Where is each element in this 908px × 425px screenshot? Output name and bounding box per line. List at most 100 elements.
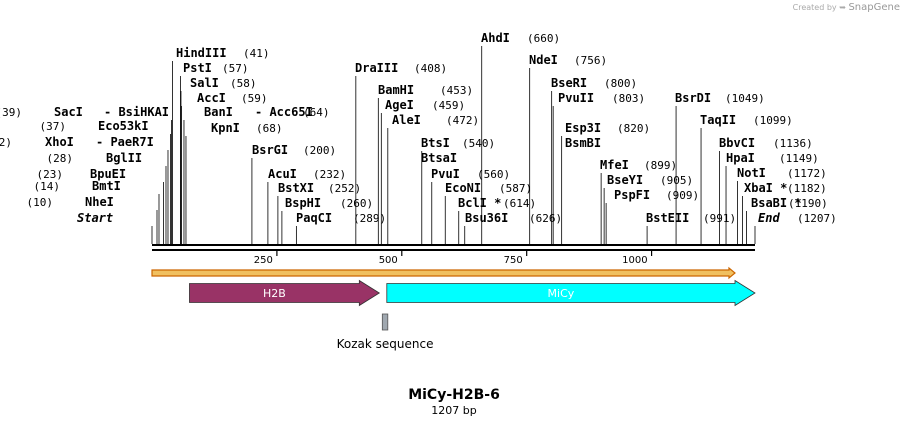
misc-kozak-sequence-box[interactable] <box>381 313 389 331</box>
orf-track <box>151 266 736 280</box>
site-pos-noti: (1172) <box>787 167 827 180</box>
site-label-bcli[interactable]: BclI * <box>458 196 501 210</box>
site-label-noti[interactable]: NotI <box>737 166 766 180</box>
tick-label-1000: 1000 <box>622 255 647 266</box>
site-label-xhoi[interactable]: XhoI <box>45 135 74 149</box>
site-pos-hpai: (1149) <box>779 152 819 165</box>
site-pos-btsi: (540) <box>462 137 495 150</box>
site-label-econi[interactable]: EcoNI <box>445 181 481 195</box>
site-label-draiii[interactable]: DraIII <box>355 61 398 75</box>
watermark: Created by ➥ SnapGene <box>793 2 900 13</box>
tick-label-750: 750 <box>504 255 523 266</box>
site-label-hindiii[interactable]: HindIII <box>176 46 227 60</box>
watermark-prefix: Created by <box>792 3 837 12</box>
site-label-paqci[interactable]: PaqCI <box>296 211 332 225</box>
misc-kozak-sequence-label: Kozak sequence <box>337 337 434 351</box>
site-label-saci[interactable]: SacI <box>54 105 83 119</box>
site-labels: Start NheI (10) BmtI (14) BpuEI (23) BglII (28) X… <box>0 31 837 225</box>
backbone-top-line <box>152 244 755 246</box>
site-pos-saci: (39) <box>0 106 22 119</box>
site-label-alei[interactable]: AleI <box>392 113 421 127</box>
site-label-bsmbi[interactable]: BsmBI <box>565 136 601 150</box>
site-label-bsabi[interactable]: BsaBI * <box>751 196 802 210</box>
site-pos-psti: (57) <box>222 62 249 75</box>
site-label-acci[interactable]: AccI <box>197 91 226 105</box>
site-label-bsu36i[interactable]: Bsu36I <box>465 211 508 225</box>
site-label-sali[interactable]: SalI <box>190 76 219 90</box>
site-label-kpni[interactable]: KpnI <box>211 121 240 135</box>
site-label-end[interactable]: End <box>758 211 780 225</box>
site-label-start[interactable]: Start <box>77 211 113 225</box>
site-pos-bsabi: (1190) <box>788 197 828 210</box>
site-label-agei[interactable]: AgeI <box>385 98 414 112</box>
orf-arrow[interactable] <box>151 266 736 280</box>
site-label-taqii[interactable]: TaqII <box>700 113 736 127</box>
site-pos-agei: (459) <box>432 99 465 112</box>
site-pos-eco53ki: (37) <box>40 120 67 133</box>
site-pos-ndei: (756) <box>574 54 607 67</box>
site-pos-bbvci: (1136) <box>773 137 813 150</box>
site-label-bstxi[interactable]: BstXI <box>278 181 314 195</box>
site-alias-paer7i[interactable]: - PaeR7I <box>96 135 154 149</box>
map-title: MiCy-H2B-6 <box>408 387 500 403</box>
misc-feature-track: Kozak sequence <box>337 313 434 351</box>
site-label-bseyi[interactable]: BseYI <box>607 173 643 187</box>
feature-h2b-arrow[interactable] <box>189 279 381 307</box>
site-label-bamhi[interactable]: BamHI <box>378 83 414 97</box>
tick-label-500: 500 <box>379 255 398 266</box>
site-alias-acc65i[interactable]: - Acc65I <box>255 105 313 119</box>
site-label-psti[interactable]: PstI <box>183 61 212 75</box>
site-pos-bseyi: (905) <box>660 174 693 187</box>
site-pos-bstxi: (252) <box>328 182 361 195</box>
site-label-xbai[interactable]: XbaI * <box>744 181 787 195</box>
site-label-bbvci[interactable]: BbvCI <box>719 136 755 150</box>
site-label-bseri[interactable]: BseRI <box>551 76 587 90</box>
site-pos-bsrgi: (200) <box>303 144 336 157</box>
site-label-btsi[interactable]: BtsI <box>421 136 450 150</box>
site-label-eco53ki[interactable]: Eco53kI <box>98 119 149 133</box>
site-label-btsai[interactable]: BtsaI <box>421 151 457 165</box>
site-label-pspfi[interactable]: PspFI <box>614 188 650 202</box>
site-pos-ahdi: (660) <box>527 32 560 45</box>
site-label-acui[interactable]: AcuI <box>268 167 297 181</box>
site-label-hpai[interactable]: HpaI <box>726 151 755 165</box>
feature-micy-label: MiCy <box>548 287 575 300</box>
site-pos-taqii: (1099) <box>753 114 793 127</box>
feature-h2b-label: H2B <box>263 287 286 300</box>
site-pos-bseri: (800) <box>604 77 637 90</box>
site-label-bsphi[interactable]: BspHI <box>285 196 321 210</box>
feature-micy-arrow[interactable] <box>386 279 756 307</box>
feature-track: H2B MiCy <box>189 279 756 307</box>
site-pos-alei: (472) <box>446 114 479 127</box>
site-pos-xbai: (1182) <box>787 182 827 195</box>
site-pos-bsu36i: (626) <box>529 212 562 225</box>
site-label-bsrgi[interactable]: BsrGI <box>252 143 288 157</box>
site-label-bmti[interactable]: BmtI <box>92 179 121 193</box>
site-label-bglii[interactable]: BglII <box>106 151 142 165</box>
watermark-brand: SnapGene <box>848 2 900 13</box>
site-label-bpuei[interactable]: BpuEI <box>90 167 126 181</box>
site-label-ndei[interactable]: NdeI <box>529 53 558 67</box>
site-pos-bamhi: (453) <box>440 84 473 97</box>
site-pos-pvuii: (803) <box>612 92 645 105</box>
site-pos-bani: (64) <box>303 106 330 119</box>
site-label-bani[interactable]: BanI <box>204 105 233 119</box>
site-pos-bsphi: (260) <box>340 197 373 210</box>
map-length: 1207 bp <box>431 404 476 417</box>
site-label-mfei[interactable]: MfeI <box>600 158 629 172</box>
site-label-bsteii[interactable]: BstEII <box>646 211 689 225</box>
site-label-pvui[interactable]: PvuI <box>431 167 460 181</box>
site-alias-bsihkai[interactable]: - BsiHKAI <box>104 105 169 119</box>
site-label-bsrdi[interactable]: BsrDI <box>675 91 711 105</box>
site-pos-acui: (232) <box>313 168 346 181</box>
site-pos-bglii: (28) <box>47 152 74 165</box>
site-pos-bsteii: (991) <box>703 212 736 225</box>
site-label-pvuii[interactable]: PvuII <box>558 91 594 105</box>
site-pos-bpuei: (23) <box>37 168 64 181</box>
site-label-ahdi[interactable]: AhdI <box>481 31 510 45</box>
site-label-esp3i[interactable]: Esp3I <box>565 121 601 135</box>
site-label-nhei[interactable]: NheI <box>85 195 114 209</box>
site-pos-paqci: (289) <box>353 212 386 225</box>
site-pos-mfei: (899) <box>644 159 677 172</box>
site-pos-bmti: (14) <box>34 180 61 193</box>
